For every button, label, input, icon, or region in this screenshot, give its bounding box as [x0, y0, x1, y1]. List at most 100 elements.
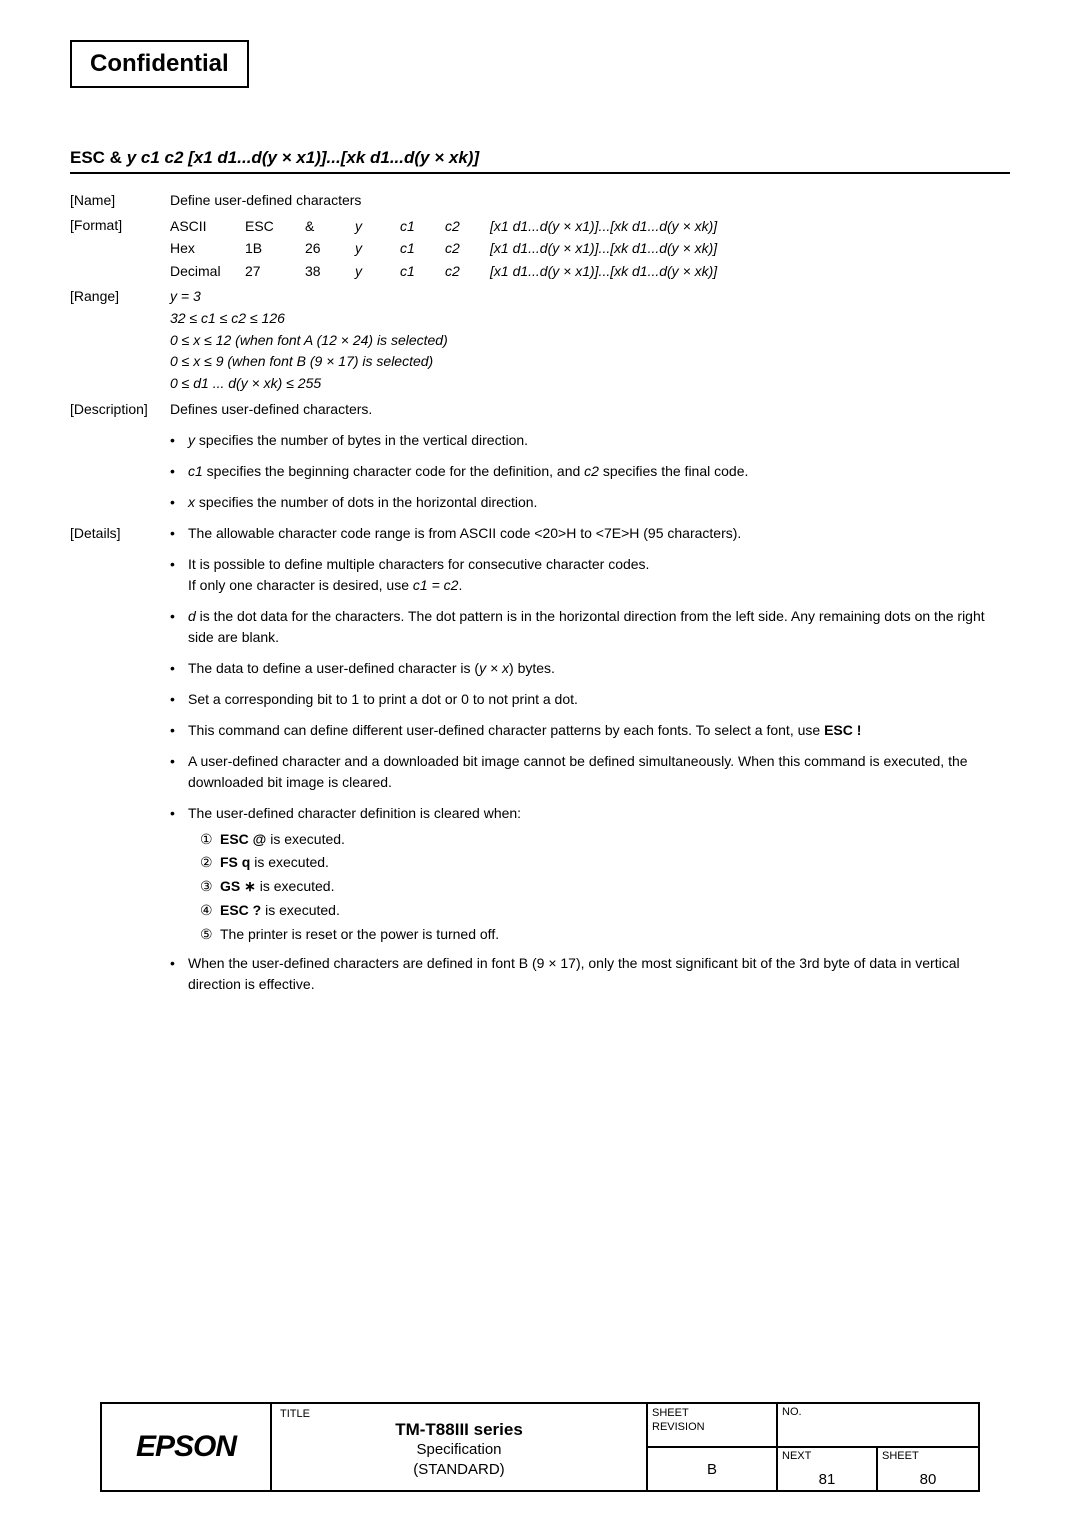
next-cell: NEXT 81 — [778, 1448, 878, 1490]
range-l5: 0 ≤ d1 ... d(y × xk) ≤ 255 — [170, 373, 1010, 395]
fc: 1B — [245, 237, 305, 259]
sheet-label: SHEET — [882, 1450, 974, 1462]
circled-3: ③ — [200, 875, 220, 899]
bullet-text: Set a corresponding bit to 1 to print a … — [188, 689, 1010, 710]
bullet-text: d is the dot data for the characters. Th… — [188, 606, 1010, 648]
description-bullets: • y specifies the number of bytes in the… — [170, 430, 1010, 513]
name-row: [Name] Define user-defined characters — [70, 190, 1010, 211]
circled-5: ⑤ — [200, 923, 220, 947]
bullet-text: y specifies the number of bytes in the v… — [188, 430, 1010, 451]
confidential-text: Confidential — [90, 50, 229, 77]
no-label: NO. — [778, 1404, 978, 1448]
range-l3: 0 ≤ x ≤ 12 (when font A (12 × 24) is sel… — [170, 330, 1010, 352]
sub-item: ②FS q is executed. — [200, 851, 1010, 875]
bullet: • It is possible to define multiple char… — [170, 554, 1010, 596]
fc: ESC — [245, 215, 305, 237]
fc: & — [305, 215, 355, 237]
sheet-cell: SHEET 80 — [878, 1448, 978, 1490]
bullet-icon: • — [170, 953, 188, 995]
footer-table: EPSON TITLE TM-T88III series Specificati… — [100, 1402, 980, 1492]
bullet-icon: • — [170, 554, 188, 596]
fc: [x1 d1...d(y × x1)]...[xk d1...d(y × xk)… — [490, 237, 717, 259]
title-sub1: Specification — [280, 1440, 638, 1460]
rev-val: B — [648, 1448, 776, 1490]
format-row: [Format] ASCII ESC & y c1 c2 [x1 d1...d(… — [70, 215, 1010, 282]
description-row: [Description] Defines user-defined chara… — [70, 399, 1010, 420]
circled-4: ④ — [200, 899, 220, 923]
format-label: [Format] — [70, 215, 170, 282]
bullet-icon: • — [170, 523, 188, 544]
fc: [x1 d1...d(y × x1)]...[xk d1...d(y × xk)… — [490, 260, 717, 282]
format-hex: Hex 1B 26 y c1 c2 [x1 d1...d(y × x1)]...… — [170, 237, 1010, 259]
footer-logo-cell: EPSON — [102, 1404, 272, 1490]
footer-rev-cell: SHEET REVISION B — [648, 1404, 778, 1490]
sub-item: ①ESC @ is executed. — [200, 828, 1010, 852]
fc: c2 — [445, 237, 490, 259]
format-dec: Decimal 27 38 y c1 c2 [x1 d1...d(y × x1)… — [170, 260, 1010, 282]
description-main: Defines user-defined characters. — [170, 399, 1010, 420]
bullet: • The user-defined character definition … — [170, 803, 1010, 824]
range-l2: 32 ≤ c1 ≤ c2 ≤ 126 — [170, 308, 1010, 330]
footer-title-cell: TITLE TM-T88III series Specification (ST… — [272, 1404, 648, 1490]
bullet: • This command can define different user… — [170, 720, 1010, 741]
bullet: • x specifies the number of dots in the … — [170, 492, 1010, 513]
description-label: [Description] — [70, 399, 170, 420]
title-label: TITLE — [280, 1408, 638, 1420]
rev-label1: SHEET — [652, 1406, 772, 1420]
details-row: [Details] • The allowable character code… — [70, 523, 1010, 1005]
bullet-icon: • — [170, 430, 188, 451]
range-l4: 0 ≤ x ≤ 9 (when font B (9 × 17) is selec… — [170, 351, 1010, 373]
fc: c2 — [445, 260, 490, 282]
next-val: 81 — [782, 1471, 872, 1488]
fc: Hex — [170, 237, 245, 259]
bullet-text: This command can define different user-d… — [188, 720, 1010, 741]
bullet-text: When the user-defined characters are def… — [188, 953, 1010, 995]
footer-right: NO. NEXT 81 SHEET 80 — [778, 1404, 978, 1490]
bullet-icon: • — [170, 689, 188, 710]
title-sub2: (STANDARD) — [280, 1460, 638, 1480]
bullet: • y specifies the number of bytes in the… — [170, 430, 1010, 451]
range-content: y = 3 32 ≤ c1 ≤ c2 ≤ 126 0 ≤ x ≤ 12 (whe… — [170, 286, 1010, 394]
fc: c1 — [400, 237, 445, 259]
fc: c1 — [400, 215, 445, 237]
fc: c2 — [445, 215, 490, 237]
fc: y — [355, 215, 400, 237]
command-prefix: ESC & — [70, 148, 127, 167]
bullet-icon: • — [170, 492, 188, 513]
bullet-icon: • — [170, 658, 188, 679]
format-ascii: ASCII ESC & y c1 c2 [x1 d1...d(y × x1)].… — [170, 215, 1010, 237]
range-l1: y = 3 — [170, 286, 1010, 308]
circled-1: ① — [200, 828, 220, 852]
fc: ASCII — [170, 215, 245, 237]
bullet: • c1 specifies the beginning character c… — [170, 461, 1010, 482]
bullet-text: The data to define a user-defined charac… — [188, 658, 1010, 679]
range-label: [Range] — [70, 286, 170, 394]
next-label: NEXT — [782, 1450, 872, 1462]
format-table: ASCII ESC & y c1 c2 [x1 d1...d(y × x1)].… — [170, 215, 1010, 282]
sheet-val: 80 — [882, 1471, 974, 1488]
fc: 27 — [245, 260, 305, 282]
bullet-icon: • — [170, 720, 188, 741]
bullet-text: It is possible to define multiple charac… — [188, 554, 1010, 596]
fc: c1 — [400, 260, 445, 282]
no-bot: NEXT 81 SHEET 80 — [778, 1448, 978, 1490]
confidential-box: Confidential — [70, 40, 249, 88]
details-content: • The allowable character code range is … — [170, 523, 1010, 1005]
bullet: • The allowable character code range is … — [170, 523, 1010, 544]
bullet-text: A user-defined character and a downloade… — [188, 751, 1010, 793]
bullet-icon: • — [170, 461, 188, 482]
logo: EPSON — [136, 1430, 236, 1464]
sub-item: ③GS ∗ is executed. — [200, 875, 1010, 899]
command-title: ESC & y c1 c2 [x1 d1...d(y × x1)]...[xk … — [70, 148, 1010, 174]
bullet-icon: • — [170, 751, 188, 793]
name-value: Define user-defined characters — [170, 190, 1010, 211]
details-label: [Details] — [70, 523, 170, 1005]
bullet: • When the user-defined characters are d… — [170, 953, 1010, 995]
fc: 38 — [305, 260, 355, 282]
bullet-icon: • — [170, 803, 188, 824]
fc: 26 — [305, 237, 355, 259]
fc: [x1 d1...d(y × x1)]...[xk d1...d(y × xk)… — [490, 215, 717, 237]
bullet-text: x specifies the number of dots in the ho… — [188, 492, 1010, 513]
bullet-text: The allowable character code range is fr… — [188, 523, 1010, 544]
sub-item: ⑤The printer is reset or the power is tu… — [200, 923, 1010, 947]
